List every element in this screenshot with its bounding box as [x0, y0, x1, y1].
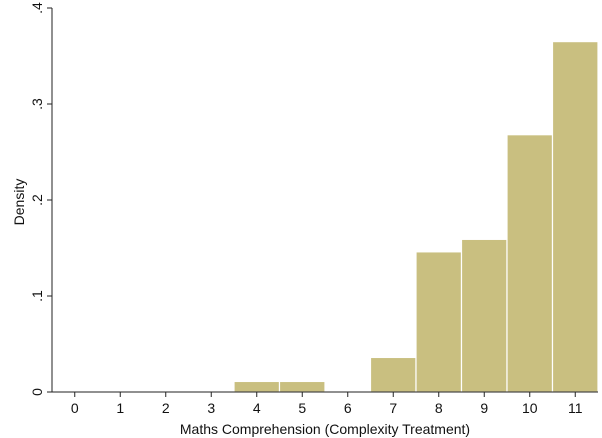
- histogram-bar: [369, 356, 417, 393]
- x-tick-label: 9: [480, 400, 488, 416]
- histogram-bar: [415, 251, 463, 393]
- histogram-bar: [278, 380, 326, 393]
- x-tick-label: 8: [435, 400, 443, 416]
- histogram-bar: [460, 238, 508, 393]
- y-tick-label: 0: [29, 388, 45, 396]
- y-ticks-layer: 0 .1 .2 .3 .4: [29, 2, 52, 396]
- x-tick-label: 6: [344, 400, 352, 416]
- histogram-bar: [551, 40, 599, 393]
- bars-layer: [233, 40, 599, 393]
- y-tick-label: .3: [29, 98, 45, 110]
- y-axis-title: Density: [11, 179, 27, 226]
- histogram-bar: [506, 134, 554, 393]
- y-tick-label: .4: [29, 2, 45, 14]
- x-tick-label: 1: [116, 400, 124, 416]
- y-tick-label: .2: [29, 194, 45, 206]
- x-tick-label: 0: [71, 400, 79, 416]
- x-tick-label: 5: [298, 400, 306, 416]
- x-tick-label: 11: [568, 400, 583, 416]
- y-tick-label: .1: [29, 290, 45, 302]
- x-ticks-layer: 0 1 2 3 4 5 6 7 8 9 10 11: [71, 392, 583, 416]
- x-tick-label: 10: [522, 400, 538, 416]
- x-tick-label: 7: [389, 400, 397, 416]
- x-tick-label: 2: [162, 400, 170, 416]
- x-tick-label: 4: [253, 400, 261, 416]
- histogram-bar: [233, 380, 281, 393]
- x-tick-label: 3: [207, 400, 215, 416]
- x-axis-title: Maths Comprehension (Complexity Treatmen…: [180, 421, 470, 437]
